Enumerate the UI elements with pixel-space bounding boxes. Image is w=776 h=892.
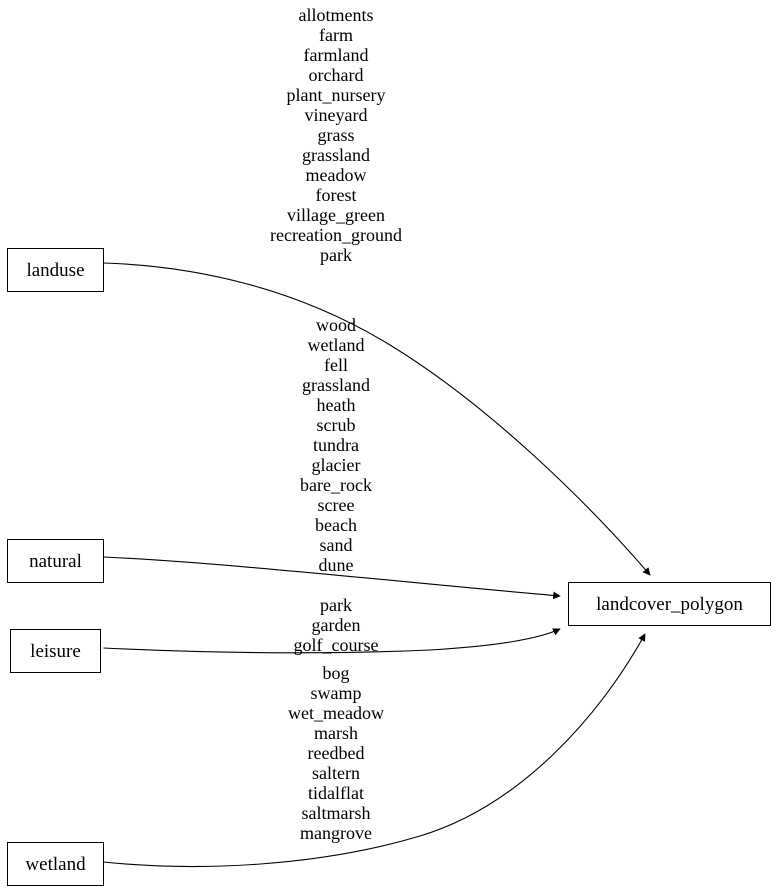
edge-landuse-to-landcover-polygon xyxy=(103,262,651,576)
source-node-natural[interactable]: natural xyxy=(7,539,104,583)
source-node-landuse-label: landuse xyxy=(26,259,85,281)
edge-wetland-to-landcover-polygon xyxy=(103,633,646,868)
edge-label-value: recreation_ground xyxy=(270,225,402,245)
edge-label-value: golf_course xyxy=(293,635,379,655)
edge-label-value: bog xyxy=(322,663,350,683)
edge-label-value: scrub xyxy=(316,415,356,435)
source-node-leisure[interactable]: leisure xyxy=(10,629,101,673)
edge-label-value: orchard xyxy=(308,65,364,85)
edge-label-value: heath xyxy=(316,395,356,415)
edge-label-value: reedbed xyxy=(307,743,365,763)
edge-label-value: farm xyxy=(319,25,353,45)
edge-label-value: scree xyxy=(317,495,355,515)
target-node-label: landcover_polygon xyxy=(596,593,743,615)
edge-label-value: forest xyxy=(315,185,357,205)
edge-label-value: saltern xyxy=(312,763,360,783)
edge-label-value: grassland xyxy=(302,145,370,165)
edge-label-value: bare_rock xyxy=(300,475,372,495)
edge-label-value: farmland xyxy=(303,45,369,65)
edge-label-value: fell xyxy=(324,355,348,375)
edge-label-value: wood xyxy=(316,315,356,335)
edge-label-value: wet_meadow xyxy=(288,703,384,723)
edge-leisure-to-landcover-polygon xyxy=(103,628,561,654)
edge-label-value: saltmarsh xyxy=(301,803,371,823)
edge-label-value: wetland xyxy=(307,335,365,355)
source-node-wetland[interactable]: wetland xyxy=(7,842,104,886)
source-node-wetland-label: wetland xyxy=(25,853,86,875)
edge-label-value: tidalflat xyxy=(308,783,364,803)
target-node-landcover-polygon[interactable]: landcover_polygon xyxy=(568,582,771,626)
edge-label-value: mangrove xyxy=(300,823,372,843)
edge-label-value: beach xyxy=(315,515,357,535)
edge-label-value: grassland xyxy=(302,375,370,395)
source-node-natural-label: natural xyxy=(29,550,82,572)
source-node-landuse[interactable]: landuse xyxy=(7,248,104,292)
edge-label-value: village_green xyxy=(287,205,385,225)
edge-label-value: glacier xyxy=(311,455,361,475)
edge-label-value: tundra xyxy=(313,435,359,455)
edge-label-value: marsh xyxy=(314,723,358,743)
source-node-leisure-label: leisure xyxy=(30,640,81,662)
edge-natural-to-landcover-polygon xyxy=(103,556,561,600)
edge-label-value: park xyxy=(320,595,352,615)
edge-label-value: dune xyxy=(318,555,354,575)
edge-label-value: allotments xyxy=(298,5,374,25)
edge-labels-leisure: park garden golf_course xyxy=(294,595,379,655)
edge-labels-natural: wood wetland fell grassland heath scrub tundra… xyxy=(300,315,372,575)
edge-label-value: park xyxy=(320,245,352,265)
edge-label-value: vineyard xyxy=(304,105,368,125)
edge-label-value: garden xyxy=(311,615,361,635)
edge-label-value: swamp xyxy=(310,683,362,703)
edge-labels-wetland: bog swamp wet_meadow marsh reedbed saltern tid… xyxy=(288,663,384,843)
edge-label-value: plant_nursery xyxy=(286,85,386,105)
edge-label-value: sand xyxy=(319,535,353,555)
edge-labels-landuse: allotments farm farmland orchard plant_nurse… xyxy=(270,5,402,265)
edge-label-value: meadow xyxy=(305,165,367,185)
edge-label-value: grass xyxy=(317,125,355,145)
